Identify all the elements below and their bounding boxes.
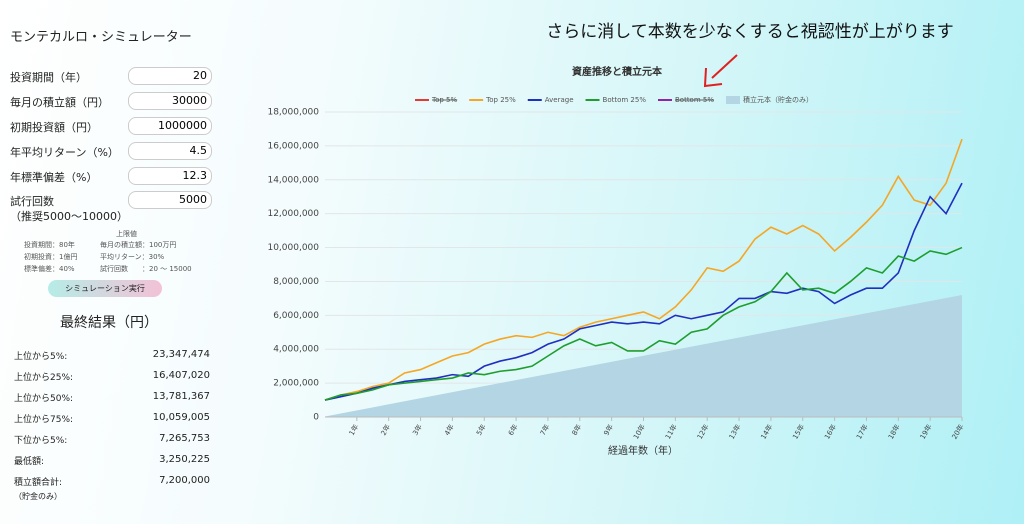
y-tick-label: 2,000,000 bbox=[273, 379, 319, 389]
x-tick-label: 5年 bbox=[474, 423, 488, 437]
x-tick-label: 11年 bbox=[663, 423, 679, 441]
result-value: 16,407,020 bbox=[152, 370, 210, 381]
x-tick-label: 10年 bbox=[631, 423, 647, 441]
limit-text: 標準偏差：40% bbox=[24, 265, 75, 273]
result-label: 上位から5%: bbox=[14, 352, 68, 362]
result-value: 3,250,225 bbox=[159, 454, 210, 465]
result-label: 最低額: bbox=[14, 457, 45, 467]
x-tick-label: 19年 bbox=[918, 423, 934, 441]
result-label: 上位から75%: bbox=[14, 415, 74, 425]
legend-swatch bbox=[726, 96, 740, 104]
series-line bbox=[324, 182, 963, 401]
results-title: 最終結果（円） bbox=[60, 315, 158, 331]
limit-text: 毎月の積立額：100万円 bbox=[100, 241, 177, 249]
field-input[interactable]: 1000000 bbox=[128, 117, 212, 135]
chart-title: 資産推移と積立元本 bbox=[572, 65, 663, 78]
y-tick-label: 6,000,000 bbox=[273, 311, 319, 321]
field-label: 初期投資額（円） bbox=[10, 121, 98, 134]
field-label: 年平均リターン（%） bbox=[10, 146, 119, 159]
legend-label[interactable]: Average bbox=[545, 96, 574, 104]
x-tick-label: 7年 bbox=[538, 423, 552, 437]
y-tick-label: 14,000,000 bbox=[267, 175, 319, 185]
legend-label[interactable]: 積立元本（貯金のみ） bbox=[743, 95, 813, 104]
series-line bbox=[324, 138, 963, 401]
y-tick-label: 10,000,000 bbox=[267, 243, 319, 253]
annotation-arrow bbox=[703, 54, 738, 88]
legend-label[interactable]: Top 25% bbox=[485, 96, 516, 104]
field-label: 年標準偏差（%） bbox=[10, 171, 98, 184]
result-value: 7,265,753 bbox=[159, 433, 210, 444]
x-tick-label: 14年 bbox=[759, 423, 775, 441]
x-tick-label: 9年 bbox=[602, 423, 616, 437]
x-tick-label: 16年 bbox=[822, 423, 838, 441]
app-title: モンテカルロ・シミュレーター bbox=[10, 30, 192, 45]
y-tick-label: 18,000,000 bbox=[267, 108, 319, 118]
legend-label[interactable]: Bottom 25% bbox=[603, 96, 647, 104]
principal-area bbox=[325, 295, 962, 417]
x-axis-label: 経過年数（年） bbox=[608, 444, 678, 457]
annotation: さらに消して本数を少なくすると視認性が上がります bbox=[546, 22, 954, 42]
y-tick-label: 0 bbox=[313, 413, 319, 423]
limits-title: 上限値 bbox=[116, 230, 137, 238]
field-input[interactable]: 4.5 bbox=[128, 142, 212, 160]
y-tick-label: 12,000,000 bbox=[267, 209, 319, 219]
field-label: 毎月の積立額（円） bbox=[10, 96, 109, 109]
x-tick-label: 17年 bbox=[854, 423, 870, 441]
x-tick-label: 3年 bbox=[410, 423, 424, 437]
x-tick-label: 2年 bbox=[379, 423, 393, 437]
result-label: 積立額合計: bbox=[14, 478, 63, 488]
y-tick-label: 8,000,000 bbox=[273, 277, 319, 287]
field-label: 投資期間（年） bbox=[10, 71, 87, 84]
x-tick-label: 1年 bbox=[347, 423, 361, 437]
field-input[interactable]: 30000 bbox=[128, 92, 212, 110]
limit-text: 平均リターン：30% bbox=[100, 253, 165, 261]
result-label: 下位から5%: bbox=[14, 436, 68, 446]
result-value: 13,781,367 bbox=[152, 391, 210, 402]
result-note: （貯金のみ） bbox=[14, 492, 62, 501]
field-label: 試行回数 bbox=[10, 195, 54, 208]
result-value: 10,059,005 bbox=[152, 412, 210, 423]
y-tick-label: 16,000,000 bbox=[267, 141, 319, 151]
x-tick-label: 8年 bbox=[570, 423, 584, 437]
x-tick-label: 18年 bbox=[886, 423, 902, 441]
result-label: 上位から25%: bbox=[14, 373, 74, 383]
x-tick-label: 6年 bbox=[506, 423, 520, 437]
x-tick-label: 13年 bbox=[727, 423, 743, 441]
limit-text: 投資期間：80年 bbox=[24, 241, 75, 249]
field-input[interactable]: 5000 bbox=[128, 191, 212, 209]
field-input[interactable]: 12.3 bbox=[128, 167, 212, 185]
field-sublabel: （推奨5000〜10000） bbox=[10, 210, 128, 223]
limit-text: 初期投資：1億円 bbox=[24, 253, 78, 261]
x-tick-label: 4年 bbox=[442, 423, 456, 437]
field-input[interactable]: 20 bbox=[128, 67, 212, 85]
result-label: 上位から50%: bbox=[14, 394, 74, 404]
x-tick-label: 20年 bbox=[950, 423, 966, 441]
series-line bbox=[324, 246, 963, 401]
x-tick-label: 12年 bbox=[695, 423, 711, 441]
result-value: 7,200,000 bbox=[159, 475, 210, 486]
run-button[interactable]: シミュレーション実行 bbox=[48, 280, 162, 297]
y-tick-label: 4,000,000 bbox=[273, 345, 319, 355]
x-tick-label: 15年 bbox=[790, 423, 806, 441]
result-value: 23,347,474 bbox=[152, 349, 210, 360]
limit-text: 試行回数 ：20 〜 15000 bbox=[100, 265, 192, 273]
